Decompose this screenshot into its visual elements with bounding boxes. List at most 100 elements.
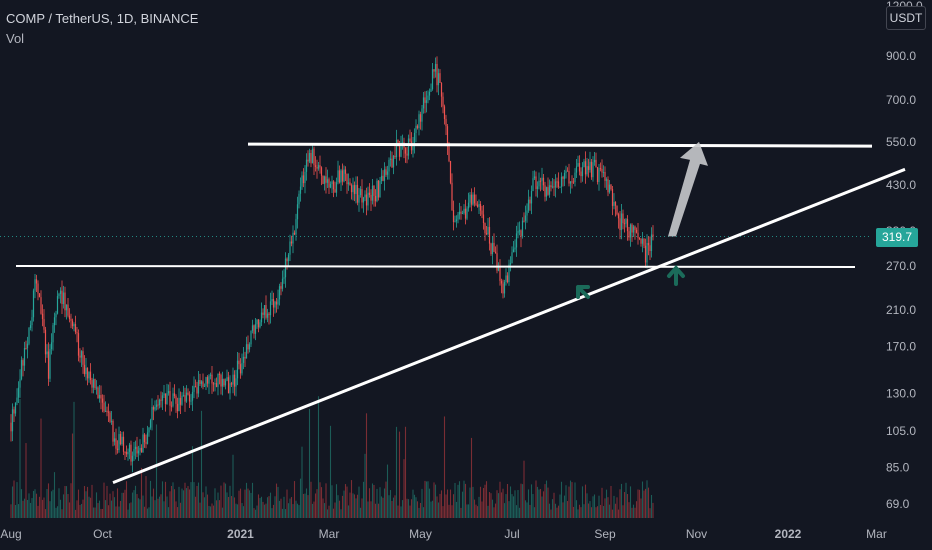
volume-bar [622,505,624,518]
candle-body [124,451,126,453]
volume-bar [121,492,123,518]
volume-bar [460,507,462,518]
volume-bar [178,486,180,518]
volume-bar [632,504,635,518]
volume-bar [262,501,264,518]
volume-bar [140,467,143,518]
candle-body [305,159,308,172]
candle-body [446,126,449,147]
candle-body [607,179,609,193]
volume-bar [643,490,645,518]
volume-bar [65,486,68,518]
volume-bar [326,509,329,518]
volume-bar [626,494,629,518]
time-axis-tick-label: Sep [594,527,616,541]
volume-bar [293,481,296,518]
volume-bar [157,498,159,518]
candle-body [331,181,333,185]
volume-bar [455,501,458,518]
volume-bar [574,482,576,518]
volume-bar [107,505,110,518]
volume-bar [145,476,147,518]
resistance-line[interactable] [247,142,873,148]
volume-bar [545,480,548,518]
candle-body [46,351,48,355]
candle-body [394,155,396,158]
volume-bar [34,489,36,518]
volume-bar [29,502,32,518]
volume-bar [356,494,359,518]
candle-body [487,226,489,235]
volume-bar [487,505,489,518]
candle-body [626,219,629,232]
volume-bar [59,499,62,518]
volume-bar [530,484,533,518]
volume-bar [365,413,368,518]
volume-bar [175,501,177,518]
candle-body [461,213,464,215]
price-axis-tick-label: 270.0 [886,259,916,273]
currency-button[interactable]: USDT [886,6,926,30]
touch-marker-arrow[interactable] [576,285,590,299]
candle-body [364,194,366,198]
volume-bar [422,507,425,518]
candle-body [82,351,84,365]
volume-bar [548,503,551,518]
candle-body [302,175,305,184]
candle-body [13,409,15,414]
candle-body [646,242,648,263]
candle-body [61,290,63,305]
touch-marker-arrow[interactable] [667,264,685,286]
volume-bar [446,489,449,518]
candle-body [95,387,98,389]
candle-body [599,168,602,170]
candle-body [503,281,506,294]
candle-body [94,379,96,388]
volume-bar [349,492,351,518]
volume-bar [413,494,416,518]
candle-body [320,167,323,176]
candle-body [578,163,581,172]
volume-bar [478,496,480,518]
volume-bar [76,500,78,518]
price-axis-tick-label: 900.0 [886,49,916,63]
candle-body [275,301,278,305]
candle-body [325,176,327,183]
candle-body [521,220,524,237]
candle-body [11,409,14,432]
volume-bar [466,504,468,518]
volume-bar [529,504,531,518]
volume-bar [386,464,389,518]
candle-body [460,211,462,214]
candle-body [35,279,38,284]
volume-bar [193,482,195,518]
support-line[interactable] [15,265,856,269]
volume-bar [115,506,117,518]
volume-bar [340,509,342,518]
ascending-trendline[interactable] [112,167,906,485]
volume-bar [533,507,536,518]
price-axis-tick-label: 210.0 [886,303,916,317]
candle-body [571,181,573,183]
volume-bar [53,472,56,518]
volume-bar [494,503,497,518]
candle-body [596,167,599,183]
volume-bar [562,502,564,518]
candle-body [239,364,242,374]
candle-body [379,180,381,198]
volume-bar [212,505,215,518]
candle-body [592,162,594,178]
volume-bar [47,483,50,518]
volume-bar [541,496,543,518]
candle-body [418,114,420,129]
candle-body [499,267,501,281]
candle-body [494,251,497,254]
symbol-title[interactable]: COMP / TetherUS, 1D, BINANCE [6,11,199,26]
volume-bar [298,505,300,518]
volume-bar [595,507,597,518]
volume-bar [539,488,542,518]
candle-body [256,319,258,325]
projection-arrow[interactable] [668,141,708,237]
volume-bar [35,493,38,518]
